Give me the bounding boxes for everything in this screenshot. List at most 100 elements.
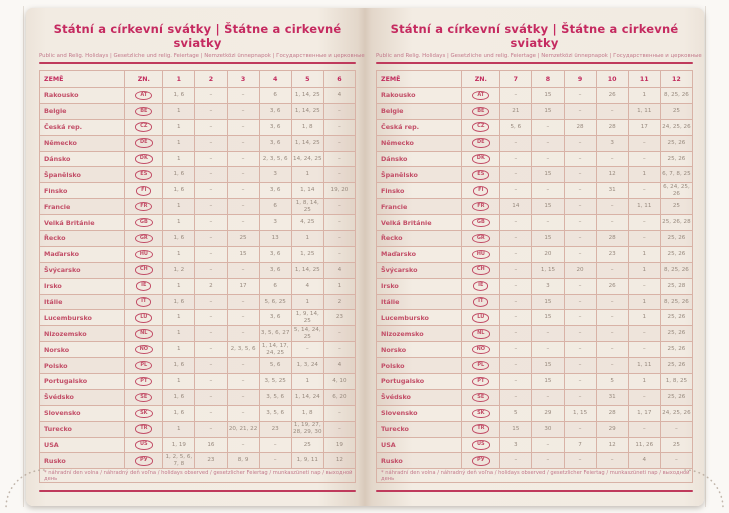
month-holidays-cell: 1, 8, 25 bbox=[659, 373, 694, 390]
month-holidays-cell: – bbox=[627, 150, 661, 168]
month-holidays-cell: – bbox=[627, 277, 661, 295]
month-holidays-cell: 1 bbox=[627, 261, 661, 279]
month-holidays-cell: 1, 14, 24 bbox=[290, 388, 324, 406]
country-name: USA bbox=[38, 436, 126, 454]
country-name: Norsko bbox=[38, 341, 126, 359]
month-holidays-cell: – bbox=[595, 293, 629, 311]
month-holidays-cell: – bbox=[322, 150, 357, 168]
table-row: Itálie IT –15– –1 8, 25, 26 bbox=[375, 293, 694, 311]
month-holidays-cell: – bbox=[531, 182, 565, 200]
month-holidays-cell: – bbox=[531, 325, 565, 343]
corner-dots-left-icon bbox=[5, 469, 45, 509]
month-holidays-cell: – bbox=[499, 134, 533, 152]
country-name: Švýcarsko bbox=[38, 261, 126, 279]
country-name: Velká Británie bbox=[38, 214, 126, 232]
month-holidays-cell: 5, 6 bbox=[499, 118, 533, 136]
month-holidays-cell: – bbox=[194, 404, 228, 422]
month-holidays-cell: 1, 6 bbox=[162, 166, 196, 184]
column-header: ZEMĚ bbox=[38, 70, 126, 88]
month-holidays-cell: – bbox=[226, 198, 260, 216]
country-code-badge: GB bbox=[471, 217, 490, 228]
month-holidays-cell: – bbox=[531, 341, 565, 359]
month-holidays-cell: 3, 6 bbox=[258, 309, 292, 327]
month-holidays-cell: 21 bbox=[499, 102, 533, 120]
holidays-table-months-7-12: ZEMĚ ZN. 7 8 9 10 11 12 Rakousko AT –15–26 1 8, 25,… bbox=[375, 70, 694, 484]
country-name: Turecko bbox=[38, 420, 126, 438]
country-name: Švýcarsko bbox=[375, 261, 463, 279]
month-holidays-cell: 3, 6 bbox=[258, 102, 292, 120]
month-holidays-cell: 4 bbox=[322, 87, 357, 104]
month-holidays-cell: 26 bbox=[595, 87, 629, 104]
month-holidays-cell: 25 bbox=[290, 436, 324, 454]
country-code-badge: AT bbox=[472, 90, 490, 101]
country-code-badge: US bbox=[134, 440, 153, 450]
month-holidays-cell: 25, 26 bbox=[659, 150, 694, 168]
month-holidays-cell: – bbox=[226, 293, 260, 311]
country-name: Rusko bbox=[375, 452, 463, 470]
month-holidays-cell: 25, 26 bbox=[659, 134, 694, 152]
country-name: Francie bbox=[375, 198, 463, 216]
month-holidays-cell: – bbox=[595, 261, 629, 279]
month-holidays-cell: 25, 26 bbox=[659, 230, 694, 247]
month-holidays-cell: 14, 24, 25 bbox=[290, 150, 324, 168]
month-holidays-cell: 1 bbox=[162, 102, 196, 120]
month-holidays-cell: 5 bbox=[499, 404, 533, 422]
table-row: Nizozemsko NL 1– –3, 5, 6, 27 5, 14, 24, 25– bbox=[38, 325, 357, 343]
month-holidays-cell: – bbox=[563, 214, 597, 232]
month-holidays-cell: 1 bbox=[162, 214, 196, 232]
country-name: Lucembursko bbox=[38, 309, 126, 327]
month-holidays-cell: – bbox=[627, 325, 661, 343]
country-code-badge: GR bbox=[134, 233, 153, 244]
month-holidays-cell: 5, 6, 25 bbox=[258, 293, 292, 311]
month-holidays-cell: – bbox=[627, 420, 661, 438]
country-code-badge: SE bbox=[472, 392, 490, 403]
month-holidays-cell: – bbox=[499, 230, 533, 247]
table-row: Velká Británie GB 1– –3 4, 25– bbox=[38, 214, 357, 232]
month-holidays-cell: – bbox=[563, 198, 597, 216]
month-holidays-cell: 3, 6 bbox=[258, 261, 292, 279]
country-name: Slovensko bbox=[38, 404, 126, 422]
month-holidays-cell: 1, 6 bbox=[162, 87, 196, 104]
month-holidays-cell: 20 bbox=[563, 261, 597, 279]
table-row: Německo DE – – –3–25, 26 bbox=[375, 134, 694, 152]
month-holidays-cell: – bbox=[563, 87, 597, 104]
month-holidays-cell: – bbox=[194, 420, 228, 438]
month-holidays-cell: 29 bbox=[531, 404, 565, 422]
country-name: Itálie bbox=[38, 293, 126, 311]
month-holidays-cell: – bbox=[563, 245, 597, 263]
country-name: Španělsko bbox=[38, 166, 126, 184]
column-header: 4 bbox=[258, 70, 292, 88]
month-holidays-cell: – bbox=[226, 182, 260, 200]
month-holidays-cell: 1 bbox=[162, 325, 196, 343]
month-holidays-cell: – bbox=[290, 341, 324, 359]
month-holidays-cell: – bbox=[194, 230, 228, 247]
page-stack-edge-right bbox=[705, 6, 706, 507]
month-holidays-cell: 2, 3, 5, 6 bbox=[258, 150, 292, 168]
month-holidays-cell: 25, 26 bbox=[659, 309, 694, 327]
month-holidays-cell: 1 bbox=[627, 245, 661, 263]
month-holidays-cell: 1, 3, 24 bbox=[290, 357, 324, 375]
month-holidays-cell: 15 bbox=[531, 198, 565, 216]
month-holidays-cell: 15 bbox=[531, 87, 565, 104]
page-title: Státní a církevní svátky | Štátne a cirk… bbox=[53, 22, 342, 50]
country-name: Finsko bbox=[375, 182, 463, 200]
month-holidays-cell: 17 bbox=[226, 277, 260, 295]
table-row: Švédsko SE 1, 6– –3, 5, 6 1, 14, 24 6, 20 bbox=[38, 388, 357, 406]
month-holidays-cell: – bbox=[563, 452, 597, 470]
month-holidays-cell: 15 bbox=[531, 357, 565, 375]
page-title: Státní a církevní svátky | Štátne a cirk… bbox=[390, 22, 679, 50]
month-holidays-cell: 25, 26 bbox=[659, 388, 694, 406]
page-subtitle: Public and Relig. Holidays | Gesetzliche… bbox=[376, 53, 704, 59]
month-holidays-cell: – bbox=[563, 150, 597, 168]
table-row: Švýcarsko CH –1, 15 20–1 8, 25, 26 bbox=[375, 261, 694, 279]
country-name: Maďarsko bbox=[38, 245, 126, 263]
holidays-table-months-1-6: ZEMĚ ZN. 1 2 3 4 5 6 Rakousko AT 1, 6– –6 1, 14, 25… bbox=[38, 70, 357, 484]
month-holidays-cell: 3 bbox=[258, 166, 292, 184]
month-holidays-cell: 3 bbox=[531, 277, 565, 295]
country-name: Nizozemsko bbox=[375, 325, 463, 343]
month-holidays-cell: – bbox=[258, 436, 292, 454]
country-name: Irsko bbox=[38, 277, 126, 295]
country-name: Polsko bbox=[375, 357, 463, 375]
month-holidays-cell: 1, 9, 14, 25 bbox=[290, 309, 324, 327]
month-holidays-cell: 5, 14, 24, 25 bbox=[290, 325, 324, 343]
